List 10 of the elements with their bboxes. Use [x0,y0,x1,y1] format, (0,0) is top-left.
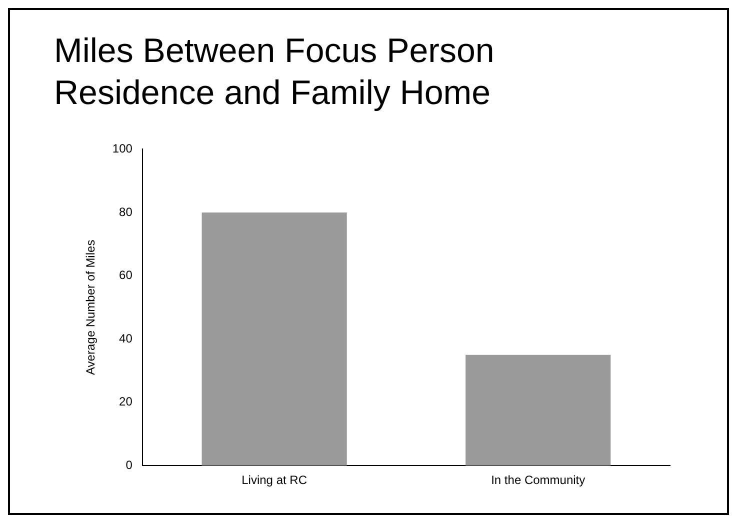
y-tick-label: 20 [119,394,133,409]
y-axis-title: Average Number of Miles [84,240,98,375]
y-tick-label: 40 [119,331,133,346]
y-tick-label: 0 [126,458,133,472]
x-tick-label: Living at RC [242,473,308,488]
y-tick-label: 80 [119,204,133,219]
chart-title: Miles Between Focus Person Residence and Family Home [54,31,496,114]
x-tick-label: In the Community [491,473,586,488]
y-tick-label: 100 [112,142,133,156]
y-tick-label: 60 [119,268,133,282]
